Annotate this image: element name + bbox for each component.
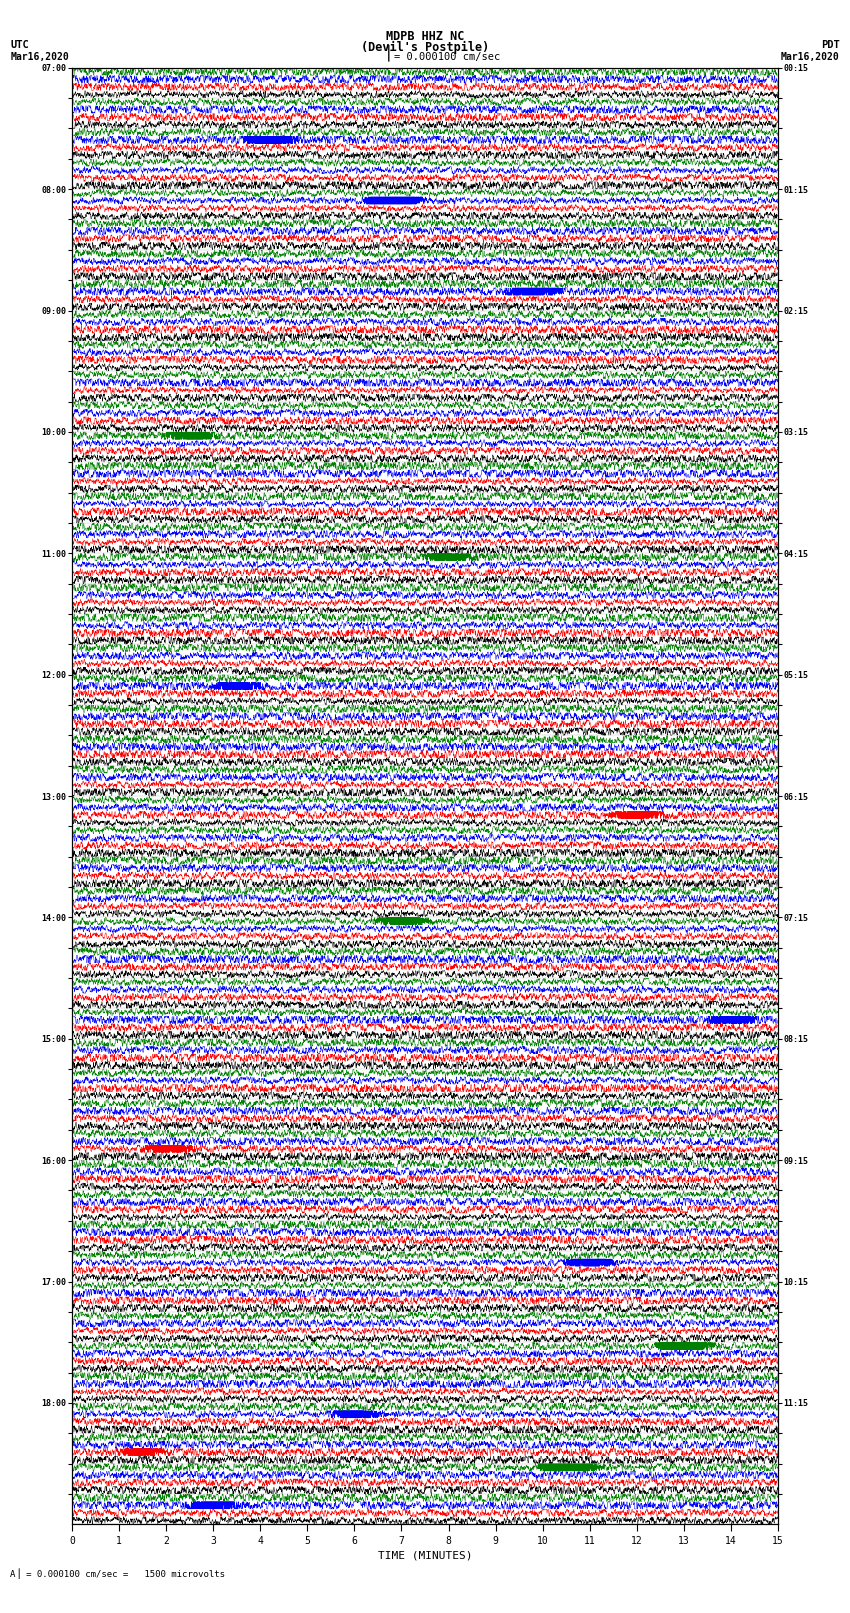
Text: (Devil's Postpile): (Devil's Postpile) <box>361 40 489 53</box>
Text: A⎥ = 0.000100 cm/sec =   1500 microvolts: A⎥ = 0.000100 cm/sec = 1500 microvolts <box>10 1568 225 1579</box>
Text: UTC: UTC <box>10 40 29 50</box>
Text: PDT: PDT <box>821 40 840 50</box>
Text: = 0.000100 cm/sec: = 0.000100 cm/sec <box>394 52 500 63</box>
Text: ⎥: ⎥ <box>382 45 391 61</box>
X-axis label: TIME (MINUTES): TIME (MINUTES) <box>377 1550 473 1560</box>
Text: Mar16,2020: Mar16,2020 <box>10 52 69 61</box>
Text: Mar16,2020: Mar16,2020 <box>781 52 840 61</box>
Text: MDPB HHZ NC: MDPB HHZ NC <box>386 29 464 44</box>
